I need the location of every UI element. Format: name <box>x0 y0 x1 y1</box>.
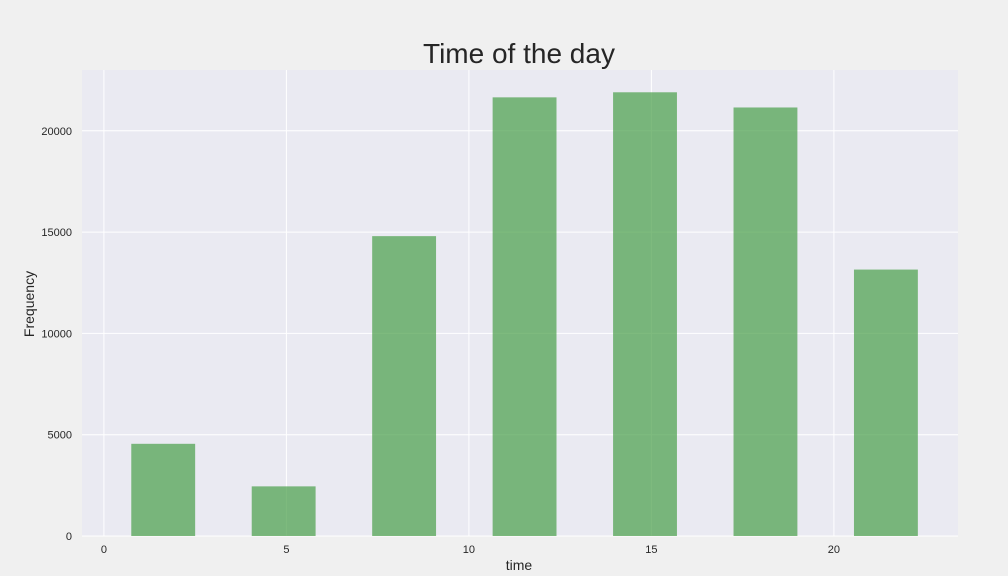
histogram-bar <box>492 97 557 536</box>
x-axis-ticks: 0 5 10 15 20 <box>101 544 840 556</box>
y-tick-label: 5000 <box>48 430 72 442</box>
y-tick-label: 20000 <box>41 126 72 138</box>
x-tick-label: 5 <box>283 544 289 556</box>
x-tick-label: 15 <box>645 544 657 556</box>
y-axis-ticks: 0 5000 10000 15000 20000 <box>41 126 72 543</box>
histogram-bar <box>733 107 798 536</box>
histogram-bar <box>131 443 196 536</box>
histogram-bar <box>372 236 437 536</box>
histogram-bar <box>251 486 316 536</box>
y-axis-label: Frequency <box>21 271 37 337</box>
y-tick-label: 10000 <box>41 328 72 340</box>
bars <box>131 92 918 536</box>
x-axis-label: time <box>506 557 533 573</box>
histogram-bar <box>613 92 677 536</box>
x-tick-label: 20 <box>828 544 840 556</box>
y-tick-label: 15000 <box>41 227 72 239</box>
x-tick-label: 10 <box>463 544 475 556</box>
histogram-bar <box>853 269 918 536</box>
x-tick-label: 0 <box>101 544 107 556</box>
y-tick-label: 0 <box>66 531 72 543</box>
chart-title: Time of the day <box>423 38 615 69</box>
